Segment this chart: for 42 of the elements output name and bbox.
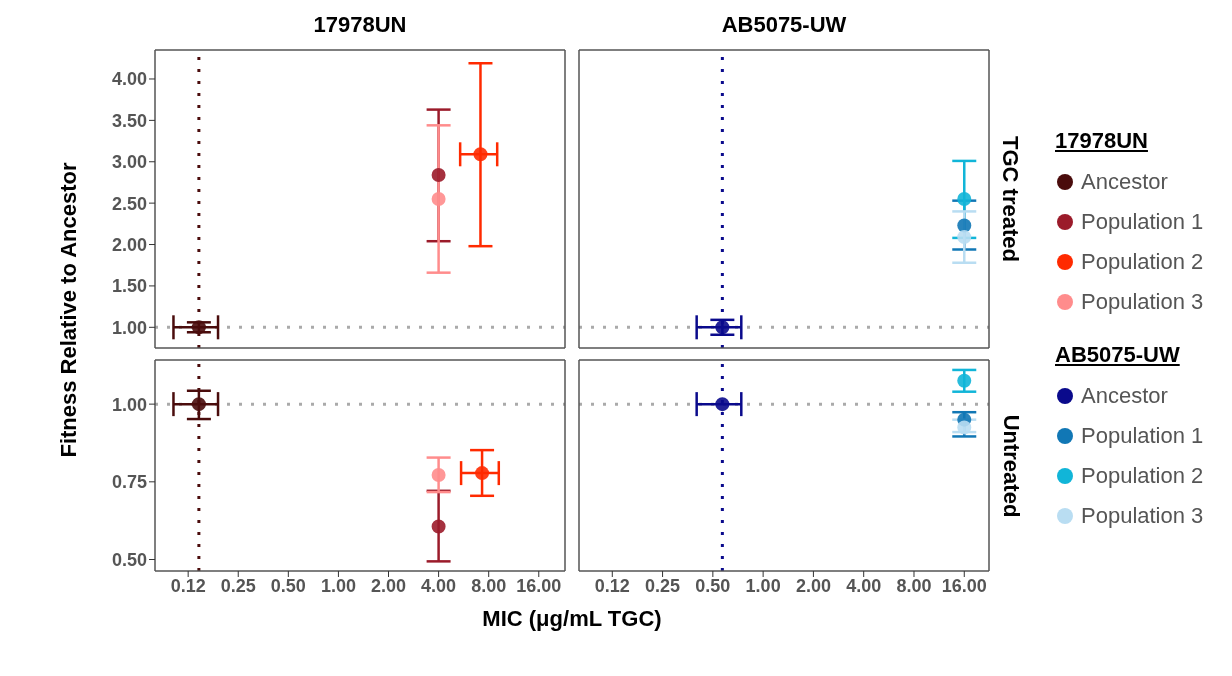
y-tick-label: 2.50	[111, 193, 147, 214]
x-tick-label: 0.25	[645, 575, 681, 596]
x-tick-label: 4.00	[421, 575, 457, 596]
y-tick-label: 0.75	[111, 472, 147, 493]
legend-label: Ancestor	[1081, 383, 1168, 409]
x-tick-label: 0.50	[270, 575, 306, 596]
legend-title: 17978UN	[1055, 128, 1149, 154]
text: TGC treated	[997, 135, 1023, 264]
legend-label: Population 2	[1081, 463, 1204, 489]
x-tick-label: 2.00	[795, 575, 831, 596]
x-tick-label: 0.12	[170, 575, 206, 596]
y-tick-label: 0.50	[111, 549, 147, 570]
x-tick-label: 0.12	[594, 575, 630, 596]
chart-title: 17978UN	[312, 12, 408, 38]
x-axis-title: MIC (μg/mL TGC)	[481, 606, 663, 632]
y-tick-label: 2.00	[111, 234, 147, 255]
x-tick-label: 1.00	[320, 575, 356, 596]
chart-title: AB5075-UW	[720, 12, 848, 38]
y-axis-title: Fitness Relative to Ancestor	[56, 161, 82, 460]
x-tick-label: 1.00	[745, 575, 781, 596]
legend-label: Population 3	[1081, 503, 1204, 529]
x-tick-label: 0.25	[220, 575, 256, 596]
x-tick-label: 8.00	[896, 575, 932, 596]
legend-label: Population 1	[1081, 209, 1204, 235]
x-tick-label: 0.50	[695, 575, 731, 596]
legend-label: Population 3	[1081, 289, 1204, 315]
legend-label: Population 1	[1081, 423, 1204, 449]
x-tick-label: 16.00	[941, 575, 987, 596]
y-tick-label: 3.00	[111, 152, 147, 173]
legend-title: AB5075-UW	[1055, 342, 1181, 368]
x-tick-label: 8.00	[471, 575, 507, 596]
text: Untreated	[997, 413, 1023, 519]
y-tick-label: 3.50	[111, 110, 147, 131]
x-tick-label: 2.00	[370, 575, 407, 596]
y-tick-label: 4.00	[111, 69, 147, 90]
y-tick-label: 1.00	[111, 394, 147, 415]
x-tick-label: 4.00	[846, 575, 882, 596]
legend-label: Population 2	[1081, 249, 1204, 275]
x-tick-label: 16.00	[516, 575, 562, 596]
y-tick-label: 1.50	[111, 276, 147, 297]
y-tick-label: 1.00	[111, 317, 147, 338]
legend-label: Ancestor	[1081, 169, 1168, 195]
